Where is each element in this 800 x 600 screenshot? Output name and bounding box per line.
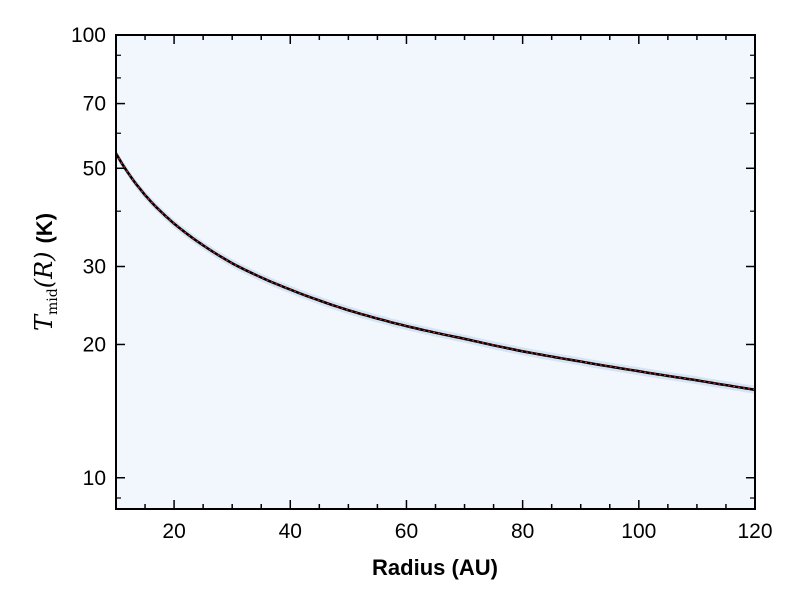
x-axis-label: Radius (AU) — [372, 555, 498, 580]
y-tick-label: 50 — [83, 157, 106, 180]
x-tick-label: 40 — [279, 520, 302, 543]
x-tick-label: 60 — [395, 520, 418, 543]
y-axis-label: Tmid(R) (K) — [30, 213, 61, 331]
plot-background — [116, 35, 755, 509]
y-tick-label: 70 — [83, 93, 106, 116]
y-axis-label-subscript: mid — [45, 288, 61, 315]
y-tick-label: 10 — [83, 467, 106, 490]
x-tick-label: 20 — [162, 520, 185, 543]
y-tick-label: 20 — [83, 333, 106, 356]
y-axis-label-symbol: T — [30, 313, 58, 331]
y-axis-label-argument: (R) — [30, 252, 58, 289]
tick-layer — [115, 34, 756, 509]
uncertainty-band-shape — [116, 149, 755, 394]
y-axis-label-unit: (K) — [32, 213, 57, 244]
x-tick-label: 120 — [737, 520, 772, 543]
y-tick-label: 30 — [83, 256, 106, 279]
series-layer — [114, 152, 756, 392]
y-tick-label: 100 — [71, 24, 106, 47]
uncertainty-band — [116, 149, 755, 394]
x-tick-label: 80 — [511, 520, 534, 543]
x-tick-label: 100 — [621, 520, 656, 543]
tick-label-layer: 20 40 60 80 100 120 10 20 30 50 70 100 — [71, 24, 773, 543]
series-fit-line — [115, 153, 756, 391]
